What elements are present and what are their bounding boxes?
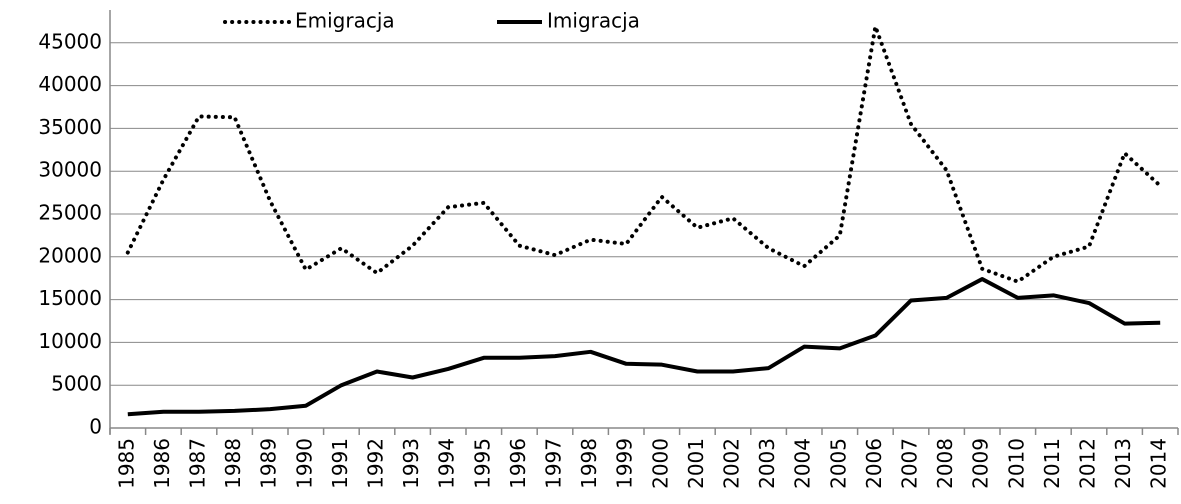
y-tick-label: 45000: [38, 29, 102, 53]
x-tick-label: 1993: [399, 438, 423, 489]
y-tick-label: 40000: [38, 72, 102, 96]
x-tick-label: 1991: [328, 438, 352, 489]
series-line: [127, 277, 1161, 417]
x-tick-label: 1994: [435, 438, 459, 489]
x-tick-label: 2000: [648, 438, 672, 489]
y-tick-label: 10000: [38, 329, 102, 353]
x-tick-label: 1995: [470, 438, 494, 489]
x-tick-label: 2014: [1147, 438, 1171, 489]
x-tick-label: 1986: [150, 438, 174, 489]
x-tick-label: 2005: [826, 438, 850, 489]
x-tick-label: 2007: [898, 438, 922, 489]
y-tick-label: 25000: [38, 201, 102, 225]
y-tick-label: 5000: [51, 372, 102, 396]
y-tick-label: 20000: [38, 243, 102, 267]
x-tick-label: 1987: [186, 438, 210, 489]
x-tick-label: 2008: [933, 438, 957, 489]
x-tick-label: 1992: [364, 438, 388, 489]
legend-label: Imigracja: [547, 9, 640, 33]
y-tick-label: 35000: [38, 115, 102, 139]
x-tick-label: 2002: [720, 438, 744, 489]
x-tick-label: 1989: [257, 438, 281, 489]
x-tick-label: 2009: [969, 438, 993, 489]
legend-label: Emigracja: [295, 9, 395, 33]
x-tick-label: 2003: [755, 438, 779, 489]
x-tick-label: 2012: [1076, 438, 1100, 489]
x-tick-label: 2010: [1004, 438, 1028, 489]
y-tick-label: 0: [89, 415, 102, 439]
x-tick-label: 2001: [684, 438, 708, 489]
x-tick-label: 2006: [862, 438, 886, 489]
x-tick-label: 2004: [791, 438, 815, 489]
series-line: [125, 18, 1163, 284]
x-tick-label: 2011: [1040, 438, 1064, 489]
y-tick-label: 30000: [38, 158, 102, 182]
x-tick-label: 1996: [506, 438, 530, 489]
x-tick-label: 1990: [292, 438, 316, 489]
y-tick-label: 15000: [38, 286, 102, 310]
x-tick-label: 2013: [1111, 438, 1135, 489]
x-tick-label: 1985: [114, 438, 138, 489]
x-tick-label: 1997: [542, 438, 566, 489]
x-tick-label: 1999: [613, 438, 637, 489]
x-tick-label: 1988: [221, 438, 245, 489]
x-tick-label: 1998: [577, 438, 601, 489]
